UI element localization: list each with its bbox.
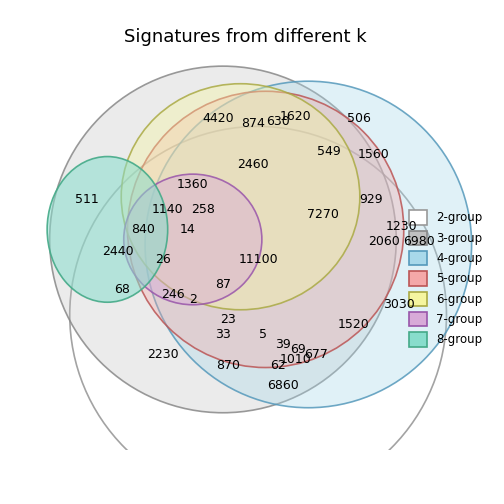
Text: 26: 26 [155, 253, 170, 266]
Text: 677: 677 [304, 348, 328, 361]
Text: 2440: 2440 [102, 245, 133, 259]
Text: 68: 68 [114, 283, 131, 296]
Ellipse shape [121, 84, 360, 310]
Text: 2460: 2460 [237, 158, 269, 170]
Text: 2060: 2060 [368, 235, 400, 248]
Title: Signatures from different k: Signatures from different k [124, 28, 367, 46]
Text: 2: 2 [189, 293, 197, 306]
Text: 4420: 4420 [202, 112, 234, 125]
Legend: 2-group, 3-group, 4-group, 5-group, 6-group, 7-group, 8-group: 2-group, 3-group, 4-group, 5-group, 6-gr… [409, 210, 482, 347]
Ellipse shape [145, 81, 472, 408]
Text: 33: 33 [215, 329, 231, 341]
Ellipse shape [124, 174, 262, 305]
Text: 511: 511 [76, 193, 99, 206]
Text: 506: 506 [347, 112, 370, 125]
Text: 1140: 1140 [152, 203, 183, 216]
Text: 870: 870 [216, 358, 240, 371]
Text: 7270: 7270 [307, 208, 339, 221]
Text: 3030: 3030 [383, 298, 415, 311]
Text: 1520: 1520 [338, 319, 369, 331]
Text: 929: 929 [359, 193, 383, 206]
Text: 630: 630 [266, 115, 290, 128]
Ellipse shape [128, 91, 404, 367]
Text: 87: 87 [215, 278, 231, 291]
Text: 11100: 11100 [238, 253, 278, 266]
Text: 1360: 1360 [177, 178, 209, 191]
Text: 840: 840 [131, 223, 155, 236]
Ellipse shape [49, 66, 396, 413]
Text: 39: 39 [275, 338, 291, 351]
Text: 246: 246 [161, 288, 184, 301]
Text: 14: 14 [180, 223, 196, 236]
Text: 1560: 1560 [358, 148, 390, 161]
Text: 5: 5 [259, 329, 267, 341]
Text: 549: 549 [317, 145, 340, 158]
Text: 874: 874 [241, 117, 265, 131]
Text: 23: 23 [220, 313, 236, 326]
Text: 1230: 1230 [386, 220, 417, 233]
Text: 6860: 6860 [267, 379, 299, 392]
Text: 69: 69 [290, 343, 306, 356]
Text: 6980: 6980 [403, 235, 435, 248]
Text: 2230: 2230 [147, 348, 178, 361]
Text: 258: 258 [191, 203, 215, 216]
Text: 1620: 1620 [280, 110, 311, 123]
Text: 1010: 1010 [280, 353, 311, 366]
Text: 62: 62 [270, 358, 286, 371]
Ellipse shape [47, 157, 168, 302]
